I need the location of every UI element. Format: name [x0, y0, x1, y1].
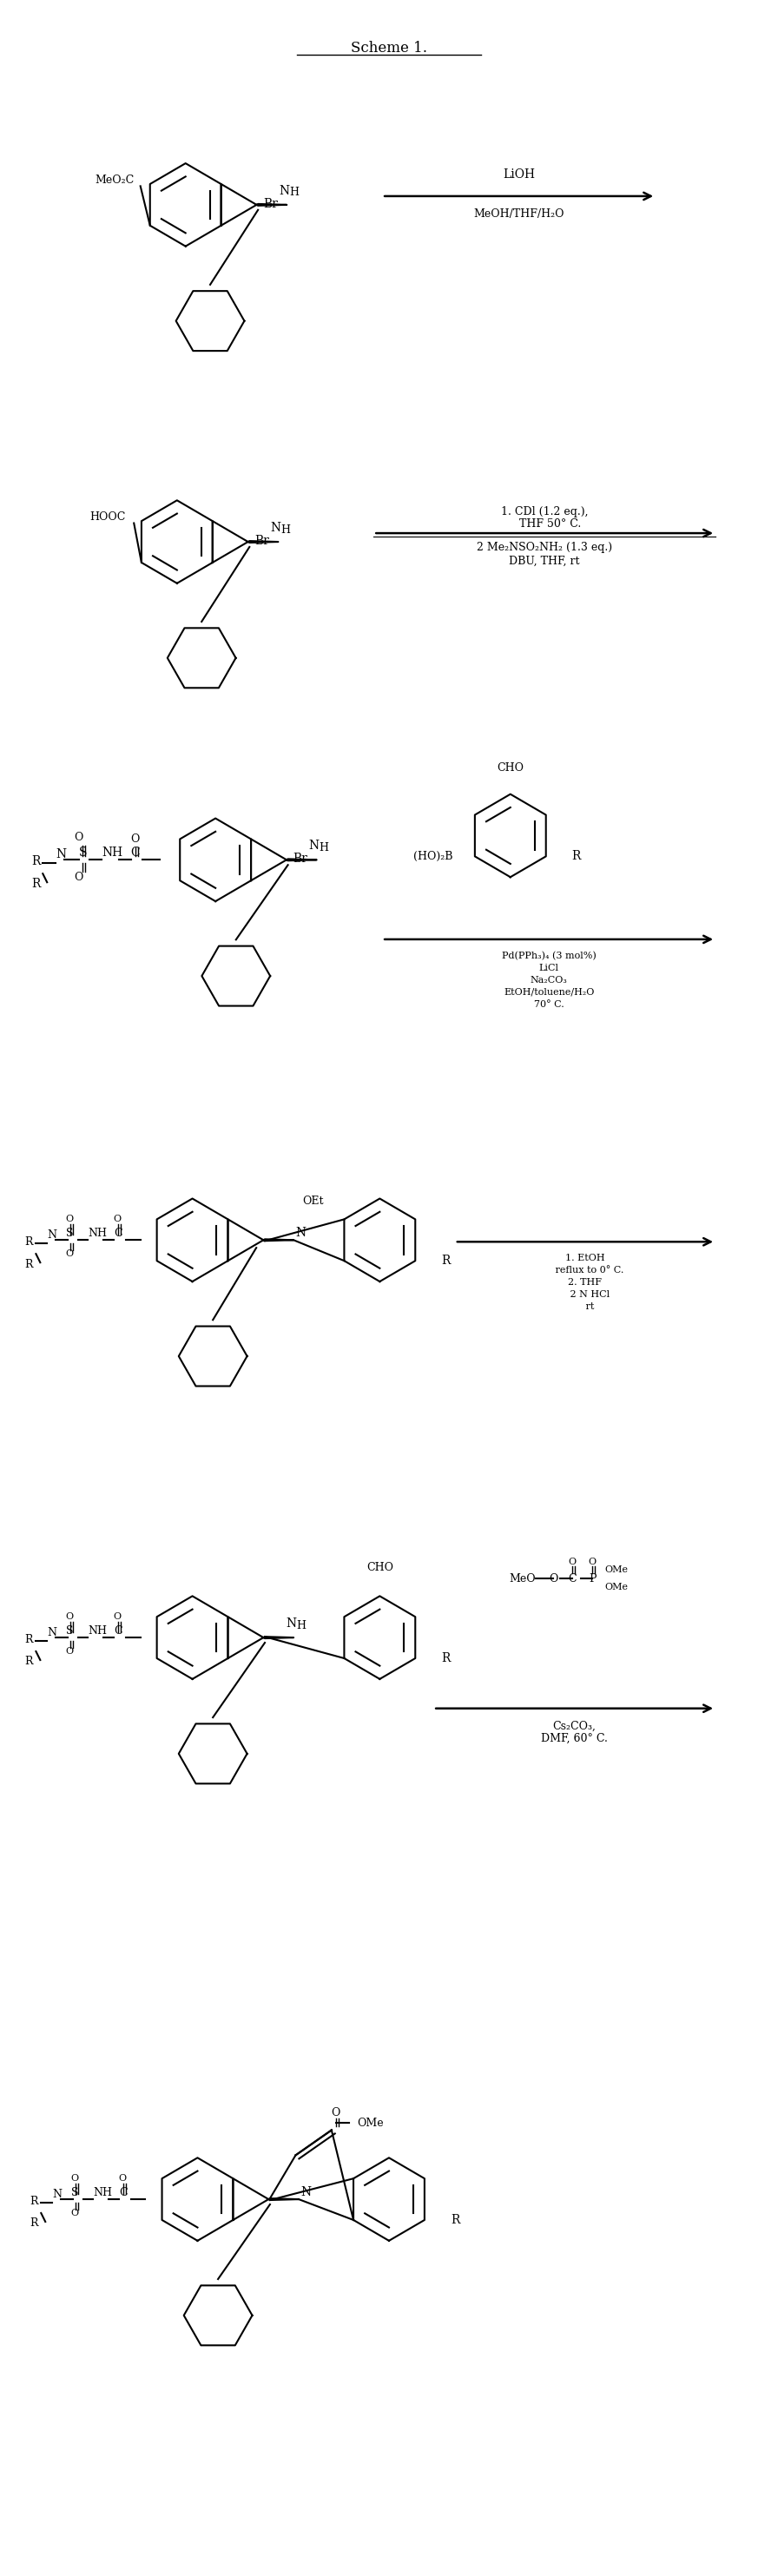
Text: 70° C.: 70° C.	[534, 999, 564, 1007]
Text: N: N	[47, 1625, 57, 1638]
Text: C: C	[114, 1625, 122, 1636]
Text: R: R	[25, 1260, 33, 1270]
Text: O: O	[71, 2208, 79, 2218]
Text: R: R	[25, 1656, 33, 1667]
Text: NH: NH	[88, 1625, 107, 1636]
Text: P: P	[589, 1574, 596, 1584]
Text: MeO: MeO	[510, 1574, 536, 1584]
Text: LiCl: LiCl	[539, 963, 559, 971]
Text: S: S	[66, 1229, 73, 1239]
Text: R: R	[25, 1236, 33, 1247]
Text: N: N	[286, 1618, 296, 1631]
Text: R: R	[32, 855, 40, 868]
Text: O: O	[113, 1613, 121, 1620]
Text: O: O	[113, 1216, 121, 1224]
Text: C: C	[568, 1574, 576, 1584]
Text: MeO₂C: MeO₂C	[95, 175, 135, 185]
Text: H: H	[289, 188, 299, 198]
Text: OMe: OMe	[605, 1584, 628, 1592]
Text: O: O	[588, 1556, 597, 1566]
Text: OEt: OEt	[302, 1195, 324, 1206]
Text: O: O	[568, 1556, 576, 1566]
Text: O: O	[65, 1249, 73, 1257]
Text: R: R	[572, 850, 581, 863]
Text: Pd(PPh₃)₄ (3 mol%): Pd(PPh₃)₄ (3 mol%)	[502, 951, 596, 961]
Text: S: S	[71, 2187, 79, 2197]
Text: Br: Br	[254, 536, 269, 546]
Text: O: O	[74, 832, 83, 842]
Text: O: O	[65, 1646, 73, 1656]
Text: Cs₂CO₃,: Cs₂CO₃,	[553, 1721, 596, 1731]
Text: O: O	[118, 2174, 126, 2182]
Text: reflux to 0° C.: reflux to 0° C.	[546, 1265, 624, 1275]
Text: R: R	[441, 1255, 450, 1267]
Text: R: R	[25, 1633, 33, 1646]
Text: DBU, THF, rt: DBU, THF, rt	[509, 556, 580, 567]
Text: N: N	[55, 848, 66, 860]
Text: THF 50° C.: THF 50° C.	[509, 518, 580, 531]
Text: (HO)₂B: (HO)₂B	[413, 850, 453, 863]
Text: N: N	[309, 840, 319, 853]
Text: C: C	[114, 1229, 122, 1239]
Text: R: R	[441, 1651, 450, 1664]
Text: MeOH/THF/H₂O: MeOH/THF/H₂O	[474, 209, 564, 219]
Text: OMe: OMe	[357, 2117, 384, 2128]
Text: CHO: CHO	[366, 1561, 393, 1574]
Text: O: O	[71, 2174, 79, 2182]
Text: S: S	[66, 1625, 73, 1636]
Text: Br: Br	[263, 198, 278, 211]
Text: O: O	[65, 1216, 73, 1224]
Text: OMe: OMe	[605, 1566, 628, 1574]
Text: HOOC: HOOC	[89, 510, 126, 523]
Text: N: N	[300, 2187, 311, 2197]
Text: C: C	[119, 2187, 128, 2197]
Text: NH: NH	[102, 848, 123, 858]
Text: N: N	[47, 1229, 57, 1242]
Text: 1. EtOH: 1. EtOH	[566, 1255, 605, 1262]
Text: 2. THF: 2. THF	[568, 1278, 602, 1288]
Text: 2 Me₂NSO₂NH₂ (1.3 eq.): 2 Me₂NSO₂NH₂ (1.3 eq.)	[477, 541, 612, 554]
Text: O: O	[548, 1574, 558, 1584]
Text: rt: rt	[576, 1303, 594, 1311]
Text: O: O	[331, 2107, 340, 2117]
Text: N: N	[279, 185, 289, 196]
Text: N: N	[52, 2190, 61, 2200]
Text: R: R	[32, 878, 40, 891]
Text: O: O	[65, 1613, 73, 1620]
Text: Scheme 1.: Scheme 1.	[351, 41, 427, 54]
Text: R: R	[30, 2195, 38, 2208]
Text: NH: NH	[88, 1229, 107, 1239]
Text: R: R	[450, 2213, 460, 2226]
Text: Br: Br	[293, 853, 308, 866]
Text: 1. CDl (1.2 eq.),: 1. CDl (1.2 eq.),	[501, 507, 588, 518]
Text: Na₂CO₃: Na₂CO₃	[531, 976, 567, 984]
Text: H: H	[296, 1620, 306, 1631]
Text: CHO: CHO	[497, 762, 524, 773]
Text: N: N	[296, 1226, 306, 1239]
Text: DMF, 60° C.: DMF, 60° C.	[541, 1734, 608, 1744]
Text: EtOH/toluene/H₂O: EtOH/toluene/H₂O	[503, 987, 594, 997]
Text: H: H	[281, 523, 290, 536]
Text: N: N	[271, 523, 281, 533]
Text: S: S	[79, 848, 87, 858]
Text: O: O	[131, 835, 139, 845]
Text: C: C	[131, 848, 140, 858]
Text: NH: NH	[93, 2187, 112, 2197]
Text: H: H	[319, 842, 329, 853]
Text: 2 N HCl: 2 N HCl	[561, 1291, 609, 1298]
Text: O: O	[74, 871, 83, 884]
Text: LiOH: LiOH	[503, 167, 535, 180]
Text: R: R	[30, 2218, 38, 2228]
